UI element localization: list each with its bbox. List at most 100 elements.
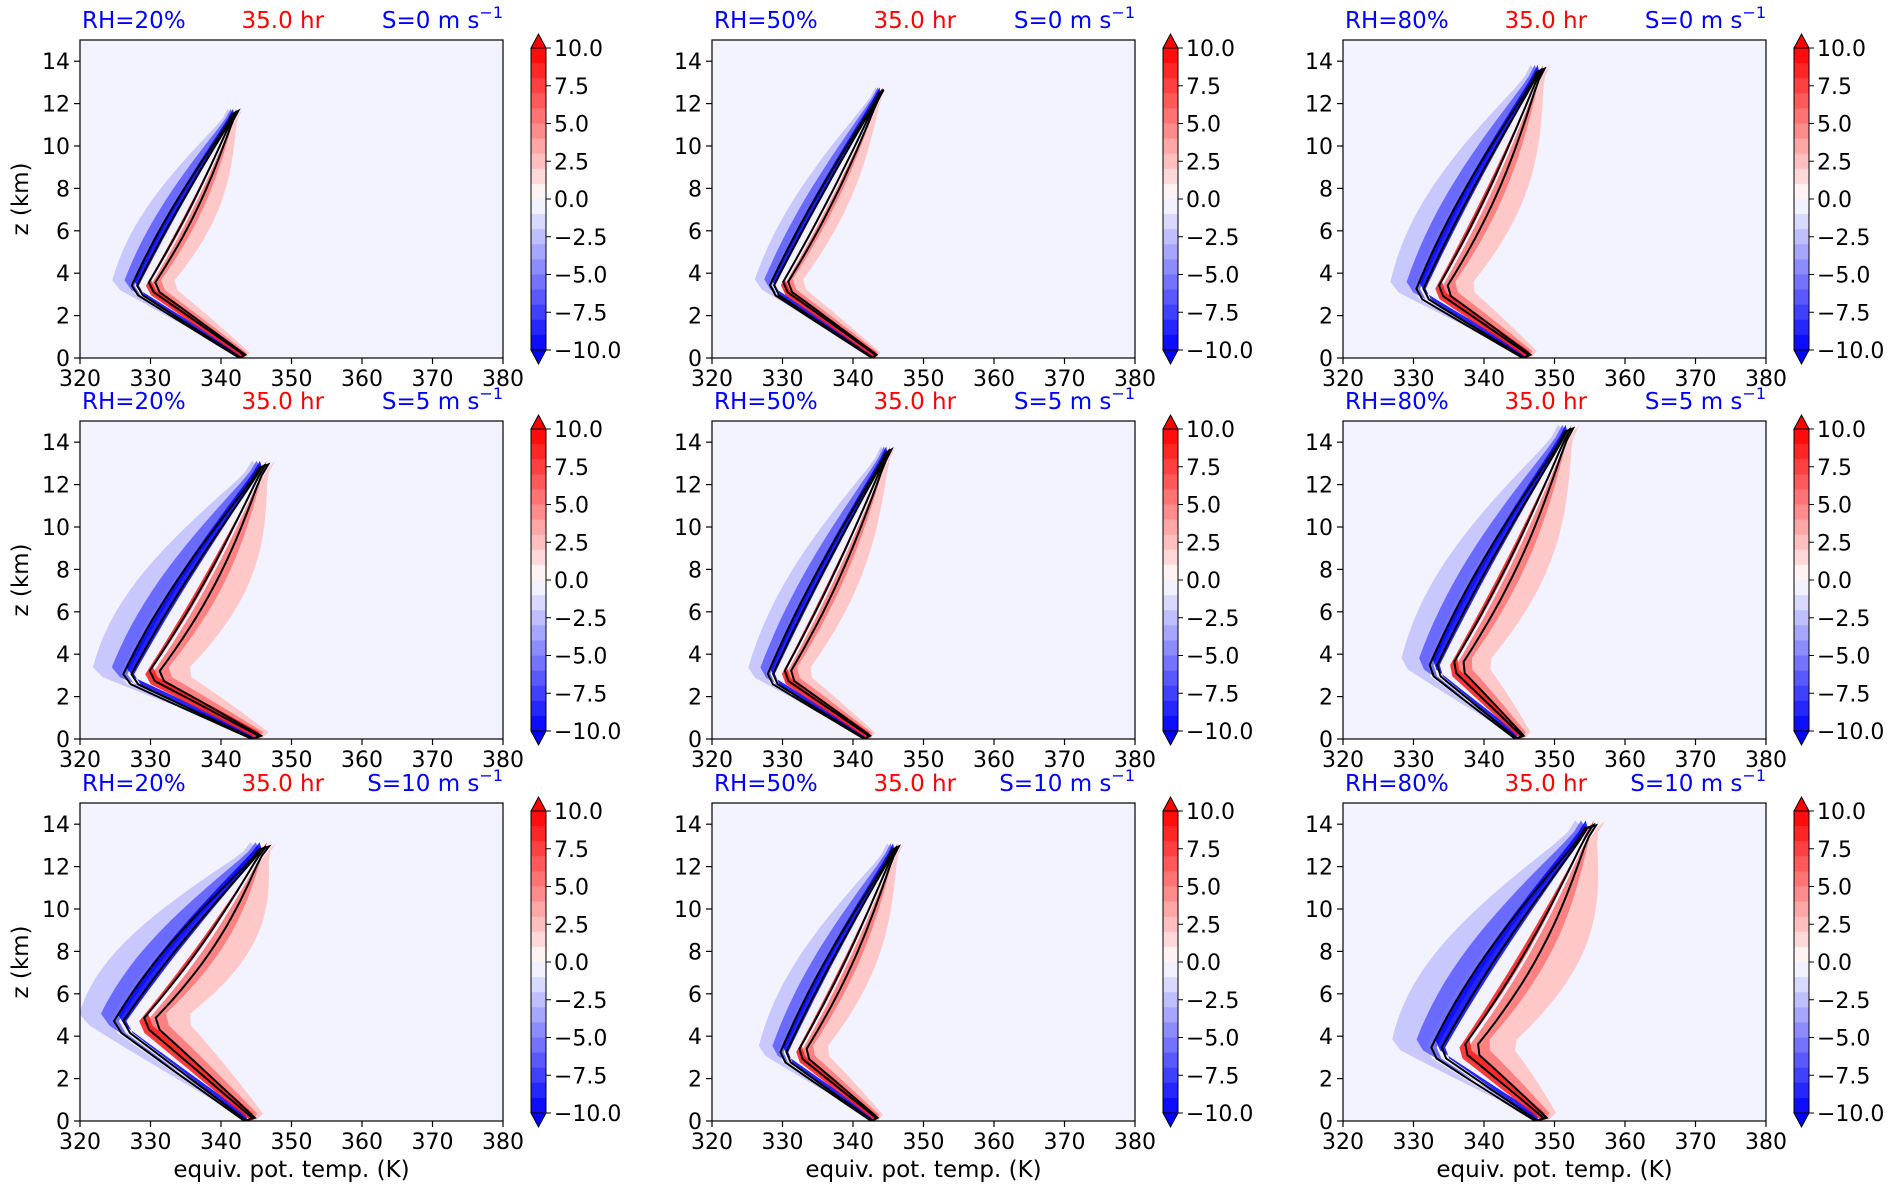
colorbar-tick-label: 0.0 — [554, 569, 589, 594]
colorbar-tick-label: 10.0 — [1817, 37, 1866, 62]
colorbar-extend-max — [1162, 32, 1179, 49]
colorbar-segment — [1163, 319, 1178, 336]
x-tick-label: 320 — [59, 748, 101, 773]
colorbar-tick-label: 0.0 — [1817, 188, 1852, 213]
colorbar-segment — [531, 474, 546, 490]
colorbar-segment — [1794, 183, 1809, 200]
colorbar-extend-min — [1162, 730, 1179, 747]
colorbar-tick-label: 10.0 — [1186, 37, 1235, 62]
colorbar-tick-label: −5.0 — [1817, 264, 1870, 289]
panel-1: 320 330 340 350 360 370 380 0 2 4 6 8 10 12 14 z (km) RH… — [8, 3, 621, 392]
y-tick-label: 12 — [674, 474, 702, 499]
colorbar-tick-label: −5.0 — [1186, 645, 1239, 670]
y-tick-label: 12 — [1305, 93, 1333, 118]
colorbar-segment — [1794, 871, 1809, 888]
x-tick-label: 320 — [1322, 367, 1364, 392]
colorbar-segment — [1794, 319, 1809, 336]
panel-8: 320 330 340 350 360 370 380 0 2 4 6 8 10 12 14 equiv. p… — [674, 766, 1253, 1183]
colorbar-segment — [1163, 610, 1178, 626]
x-tick-label: 380 — [1745, 1130, 1787, 1155]
title-shear-sup: −1 — [479, 384, 503, 403]
title-rh: RH=50% — [714, 8, 818, 34]
x-tick-label: 330 — [762, 367, 804, 392]
colorbar-tick-label: 0.0 — [554, 188, 589, 213]
colorbar-segment — [1794, 289, 1809, 306]
x-tick-label: 350 — [271, 748, 313, 773]
x-tick-label: 360 — [1604, 367, 1646, 392]
colorbar-tick-label: 2.5 — [1186, 531, 1221, 556]
colorbar-segment — [1163, 1007, 1178, 1023]
y-tick-label: 2 — [56, 1068, 70, 1093]
x-tick-label: 320 — [691, 1130, 733, 1155]
colorbar-tick-label: 2.5 — [1817, 531, 1852, 556]
y-tick-label: 8 — [688, 558, 702, 583]
filled-contour-3 — [117, 842, 262, 1121]
colorbar-segment — [1163, 48, 1178, 64]
y-tick-label: 0 — [688, 1110, 702, 1135]
colorbar-segment — [531, 534, 546, 551]
colorbar-segment — [1163, 1097, 1178, 1114]
title-rh: RH=20% — [82, 389, 186, 415]
y-tick-label: 8 — [56, 940, 70, 965]
colorbar-tick-label: 2.5 — [1817, 150, 1852, 175]
colorbar-segment — [1163, 655, 1178, 672]
x-tick-label: 320 — [1322, 1130, 1364, 1155]
colorbar-segment — [1163, 444, 1178, 460]
colorbar-segment — [1794, 610, 1809, 626]
colorbar-segment — [1794, 244, 1809, 260]
colorbar-tick-label: 5.0 — [554, 494, 589, 519]
title-shear-sup: −1 — [1742, 384, 1766, 403]
colorbar-segment — [1163, 595, 1178, 611]
colorbar-segment — [531, 429, 546, 445]
colorbar-tick-label: −2.5 — [1817, 989, 1870, 1014]
y-tick-label: 6 — [56, 220, 70, 245]
x-tick-label: 320 — [59, 1130, 101, 1155]
colorbar-segment — [1163, 459, 1178, 475]
colorbar-tick-label: −7.5 — [1186, 682, 1239, 707]
title-shear: S=0 m s−1 — [1645, 3, 1766, 34]
colorbar-segment — [1794, 1022, 1809, 1039]
y-tick-label: 4 — [56, 262, 70, 287]
filled-contour-1 — [112, 108, 239, 358]
colorbar-tick-label: 10.0 — [1186, 418, 1235, 443]
colorbar-segment — [1794, 78, 1809, 94]
colorbar-segment — [531, 826, 546, 842]
title-shear-text: S=10 m s — [367, 771, 479, 797]
x-tick-label: 360 — [341, 1130, 383, 1155]
x-tick-label: 360 — [973, 1130, 1015, 1155]
y-tick-label: 14 — [674, 813, 702, 838]
panel-5: 320 330 340 350 360 370 380 0 2 4 6 8 10 12 14 RH=50% 35… — [674, 384, 1253, 773]
colorbar-segment — [1163, 977, 1178, 993]
colorbar-segment — [531, 640, 546, 657]
title-shear-sup: −1 — [1742, 3, 1766, 22]
colorbar-segment — [1163, 549, 1178, 566]
y-tick-label: 2 — [1319, 1068, 1333, 1093]
x-tick-label: 340 — [1463, 1130, 1505, 1155]
y-tick-label: 8 — [1319, 558, 1333, 583]
colorbar-segment — [1794, 199, 1809, 215]
plot-area — [712, 421, 1135, 739]
colorbar-segment — [531, 304, 546, 321]
title-shear-text: S=5 m s — [1014, 389, 1112, 415]
title-time: 35.0 hr — [874, 771, 957, 797]
x-tick-label: 350 — [1534, 367, 1576, 392]
colorbar-segment — [531, 183, 546, 200]
colorbar-segment — [531, 93, 546, 109]
colorbar-segment — [531, 274, 546, 291]
colorbar-segment — [531, 504, 546, 521]
colorbar-segment — [1163, 871, 1178, 888]
colorbar-tick-label: 0.0 — [1186, 188, 1221, 213]
plot-area — [712, 40, 1135, 358]
colorbar-tick-label: 10.0 — [554, 418, 603, 443]
line-contour-1 — [122, 462, 271, 739]
line-contour-1 — [112, 844, 272, 1121]
x-axis-label: equiv. pot. temp. (K) — [805, 1157, 1041, 1183]
colorbar-tick-label: −10.0 — [1186, 339, 1253, 364]
colorbar-segment — [1794, 168, 1809, 185]
colorbar-segment — [1163, 474, 1178, 490]
colorbar-segment — [1163, 244, 1178, 260]
title-time: 35.0 hr — [1505, 8, 1588, 34]
filled-contour-4 — [807, 843, 904, 1121]
x-tick-label: 370 — [1044, 367, 1086, 392]
colorbar-tick-label: 7.5 — [554, 838, 589, 863]
